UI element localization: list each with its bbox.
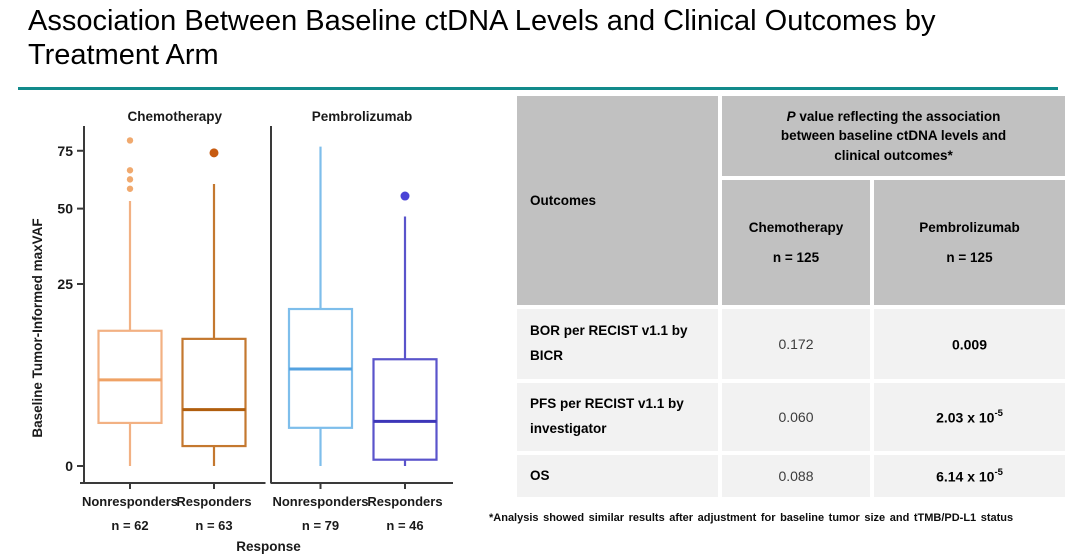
- bor-chemotherapy-value: 0.172: [722, 309, 870, 379]
- group-n-label: n = 62: [111, 518, 148, 533]
- bor-pembro-base: 0.009: [951, 336, 988, 353]
- outlier-dot: [126, 185, 134, 192]
- pvalue-p-italic: P: [786, 108, 796, 124]
- outcomes-label: Outcomes: [530, 193, 597, 208]
- group-label: Nonresponders: [82, 494, 178, 509]
- os-chemo-pvalue: 0.088: [778, 468, 814, 484]
- os-pembrolizumab-value: 6.14 x 10-5: [874, 455, 1065, 497]
- group-label: Responders: [176, 494, 251, 509]
- pfs-pembro-sup: -5: [994, 407, 1003, 419]
- bor-pembro-pvalue: 0.009: [951, 336, 988, 353]
- footnote: *Analysis showed similar results after a…: [489, 512, 1014, 524]
- facet-title: Chemotherapy: [127, 109, 222, 124]
- os-pembro-base: 6.14 x 10: [936, 468, 995, 485]
- outlier-dot: [209, 148, 219, 158]
- y-tick-label: 75: [57, 143, 73, 159]
- x-axis-label: Response: [236, 539, 301, 554]
- table-header-pvalue: P value reflecting the association betwe…: [722, 96, 1065, 176]
- y-axis-label: Baseline Tumor-Informed maxVAF: [30, 218, 45, 437]
- os-pembro-pvalue: 6.14 x 10-5: [936, 466, 1003, 485]
- row-label-os-text: OS: [530, 467, 550, 483]
- boxplot-figure: Chemotherapy Nonresponders n = 62 Responder…: [30, 109, 453, 554]
- os-chemotherapy-value: 0.088: [722, 455, 870, 497]
- outlier-dot: [400, 191, 410, 201]
- pvalue-table: Outcomes P value reflecting the associat…: [517, 96, 1065, 497]
- title-divider: [18, 87, 1058, 90]
- box: [181, 337, 247, 448]
- chemotherapy-column-n: n = 125: [772, 250, 820, 265]
- pvalue-header-rest: value reflecting the association between…: [780, 108, 1007, 163]
- group-n-label: n = 63: [195, 518, 232, 533]
- chemotherapy-column-label: Chemotherapy: [748, 220, 844, 235]
- table-header-pembrolizumab: Pembrolizumab n = 125: [874, 180, 1065, 305]
- pfs-chemo-pvalue: 0.060: [778, 409, 814, 425]
- row-label-pfs: PFS per RECIST v1.1 by investigator: [517, 383, 718, 451]
- y-tick-label: 25: [57, 276, 73, 292]
- outlier-dot: [126, 176, 134, 183]
- pfs-pembrolizumab-value: 2.03 x 10-5: [874, 383, 1065, 451]
- pfs-pembro-base: 2.03 x 10: [936, 409, 995, 426]
- y-tick-label: 0: [65, 458, 73, 474]
- outlier-dot: [126, 167, 134, 174]
- pvalue-header-text: P value reflecting the association betwe…: [760, 107, 1027, 166]
- table-header-chemotherapy: Chemotherapy n = 125: [722, 180, 870, 305]
- y-tick-label: 50: [57, 201, 73, 217]
- group-label: Responders: [367, 494, 442, 509]
- row-label-os: OS: [517, 455, 718, 497]
- pembrolizumab-column-n: n = 125: [946, 250, 993, 265]
- row-label-bor: BOR per RECIST v1.1 by BICR: [517, 309, 718, 379]
- facet-title: Pembrolizumab: [312, 109, 413, 124]
- pembrolizumab-column-label: Pembrolizumab: [919, 220, 1020, 235]
- group-n-label: n = 79: [302, 518, 339, 533]
- os-pembro-sup: -5: [994, 466, 1003, 478]
- table-header-outcomes: Outcomes: [517, 96, 718, 305]
- box: [372, 358, 438, 461]
- page-title: Association Between Baseline ctDNA Level…: [28, 5, 936, 72]
- group-n-label: n = 46: [386, 518, 423, 533]
- group-label: Nonresponders: [272, 494, 368, 509]
- row-label-bor-text: BOR per RECIST v1.1 by BICR: [530, 323, 688, 363]
- outlier-dot: [126, 137, 134, 144]
- pfs-pembro-pvalue: 2.03 x 10-5: [936, 407, 1003, 426]
- box: [97, 329, 163, 425]
- bor-pembrolizumab-value: 0.009: [874, 309, 1065, 379]
- row-label-pfs-text: PFS per RECIST v1.1 by investigator: [530, 396, 684, 436]
- pfs-chemotherapy-value: 0.060: [722, 383, 870, 451]
- bor-chemo-pvalue: 0.172: [778, 336, 814, 352]
